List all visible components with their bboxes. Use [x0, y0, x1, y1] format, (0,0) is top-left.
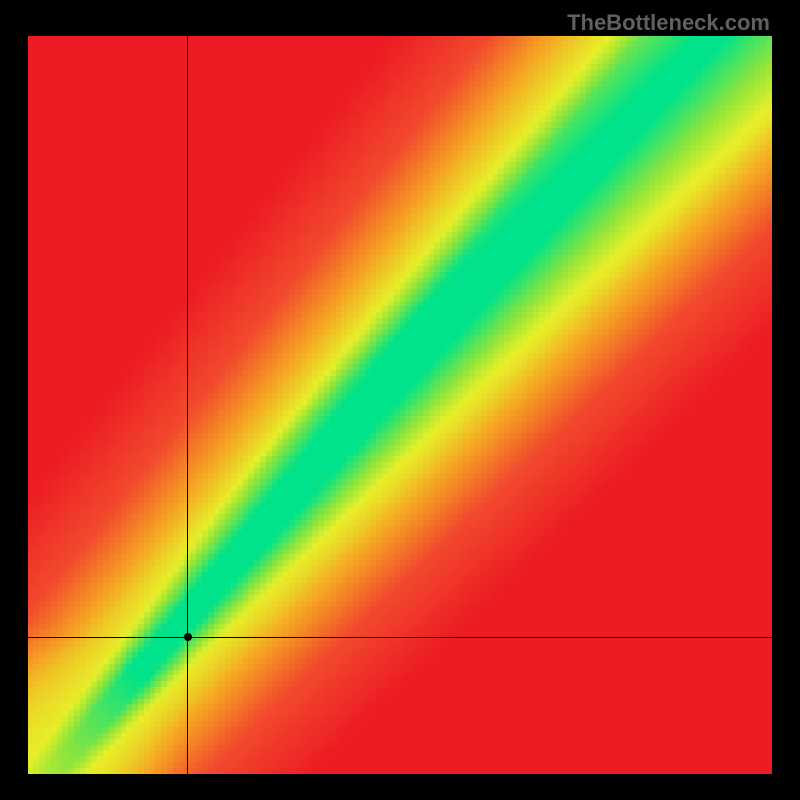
crosshair-vertical [187, 36, 188, 774]
crosshair-horizontal [28, 637, 772, 638]
heatmap-canvas-wrap [28, 36, 772, 774]
watermark-text: TheBottleneck.com [567, 10, 770, 36]
plot-area [28, 36, 772, 774]
bottleneck-heatmap [28, 36, 772, 774]
